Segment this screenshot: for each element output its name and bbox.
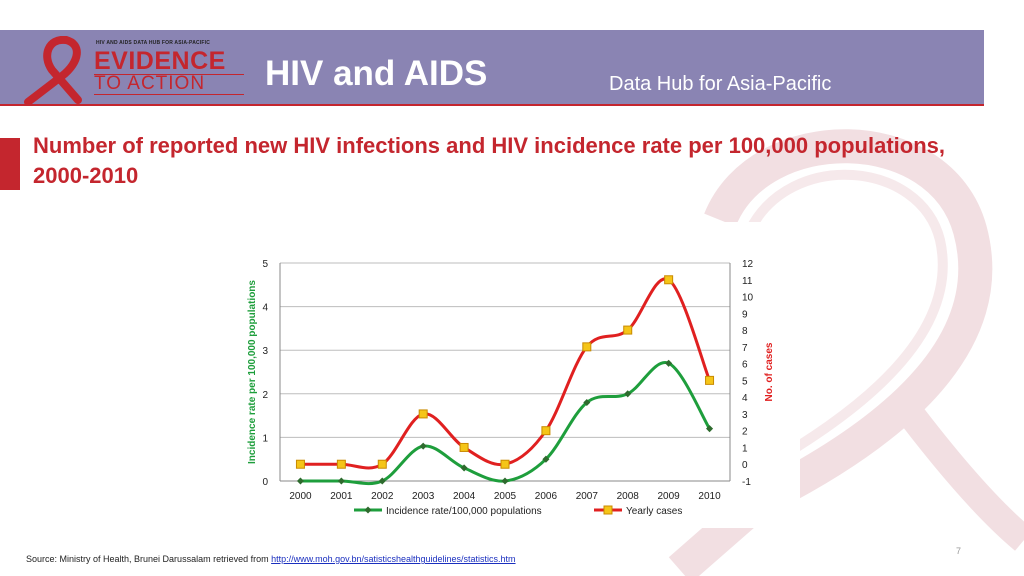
x-tick-label: 2005 <box>494 491 517 502</box>
yearly-cases-point <box>705 375 715 385</box>
y-right-tick-label: 11 <box>742 276 753 287</box>
y-right-axis-title: No. of cases <box>764 342 775 401</box>
yearly-cases-point <box>664 275 674 285</box>
incidence-rate-point <box>337 477 345 485</box>
chart-panel: 0 1 2 3 4 5 -1 0 1 2 3 4 5 6 7 8 9 10 11 12 2000 2001 2002 2003… <box>232 222 800 528</box>
source-link[interactable]: http://www.moh.gov.bn/satisticshealthgui… <box>271 554 516 564</box>
y-right-tick-label: 6 <box>742 360 748 371</box>
legend-incidence-rate-marker <box>364 506 372 514</box>
y-right-tick-label: 12 <box>742 259 754 270</box>
x-tick-label: 2008 <box>617 491 640 502</box>
yearly-cases-point <box>459 442 469 452</box>
logo-action-text: TO ACTION <box>94 73 206 94</box>
x-tick-label: 2010 <box>698 491 721 502</box>
y-right-tick-label: 0 <box>742 460 748 471</box>
app-title: HIV and AIDS <box>265 54 488 93</box>
y-right-tick-label: 9 <box>742 309 748 320</box>
incidence-rate-point <box>583 398 591 407</box>
legend-yearly-cases-label: Yearly cases <box>626 506 682 517</box>
y-tick-label: 5 <box>262 259 268 270</box>
incidence-rate-point <box>501 477 509 485</box>
x-tick-label: 2003 <box>412 491 435 502</box>
yearly-cases-point <box>377 459 387 469</box>
y-axis-title: Incidence rate per 100,000 populations <box>247 280 258 464</box>
x-tick-label: 2009 <box>658 491 681 502</box>
source-prefix: Source: Ministry of Health, Brunei Darus… <box>26 554 272 564</box>
yearly-cases-point <box>418 409 428 419</box>
slide-title: Number of reported new HIV infections an… <box>33 133 945 188</box>
y-tick-label: 1 <box>262 433 268 444</box>
x-tick-label: 2007 <box>576 491 599 502</box>
logo-evidence-text: EVIDENCE <box>94 47 226 75</box>
x-tick-label: 2002 <box>371 491 394 502</box>
logo-small-text: HIV AND AIDS DATA HUB FOR ASIA-PACIFIC <box>96 40 211 46</box>
y-tick-label: 2 <box>262 390 268 401</box>
source-note: Source: Ministry of Health, Brunei Darus… <box>26 554 516 564</box>
incidence-rate-point <box>665 359 673 367</box>
y-right-tick-label: 8 <box>742 326 748 337</box>
yearly-cases-point <box>623 325 633 335</box>
yearly-cases-line <box>300 277 711 470</box>
red-ribbon-icon <box>24 36 82 104</box>
incidence-rate-point <box>460 464 468 472</box>
y-tick-label: 0 <box>262 477 268 488</box>
y-right-tick-label: 4 <box>742 393 748 404</box>
header-bar: HIV AND AIDS DATA HUB FOR ASIA-PACIFIC E… <box>0 30 984 106</box>
page-number: 7 <box>956 546 962 556</box>
y-right-tick-label: 1 <box>742 443 748 454</box>
title-accent-bar <box>0 138 20 190</box>
incidence-rate-point <box>378 477 386 485</box>
y-right-tick-label: 3 <box>742 410 748 421</box>
incidence-rate-point <box>296 477 304 485</box>
legend-incidence-rate-label: Incidence rate/100,000 populations <box>386 506 542 517</box>
y-right-tick-label: -1 <box>742 477 751 488</box>
y-right-tick-label: 5 <box>742 376 748 387</box>
logo-divider-bottom <box>94 94 244 95</box>
x-tick-label: 2004 <box>453 491 476 502</box>
legend-yearly-cases-marker <box>603 505 613 515</box>
x-tick-label: 2006 <box>535 491 558 502</box>
incidence-rate-point <box>419 442 427 450</box>
yearly-cases-point <box>295 459 305 469</box>
y-right-tick-label: 2 <box>742 427 748 438</box>
yearly-cases-point <box>582 342 592 352</box>
y-right-tick-label: 7 <box>742 343 748 354</box>
x-tick-label: 2001 <box>330 491 353 502</box>
yearly-cases-point <box>336 459 346 469</box>
app-subtitle: Data Hub for Asia-Pacific <box>609 73 832 95</box>
y-right-tick-label: 10 <box>742 293 754 304</box>
footer: Source: Ministry of Health, Brunei Darus… <box>22 548 564 570</box>
yearly-cases-point <box>500 459 510 469</box>
x-tick-label: 2000 <box>289 491 312 502</box>
yearly-cases-point <box>541 426 551 436</box>
y-tick-label: 3 <box>262 346 268 357</box>
y-tick-label: 4 <box>262 303 268 314</box>
background-ribbon-graphic <box>668 129 1024 576</box>
evidence-to-action-logo: HIV AND AIDS DATA HUB FOR ASIA-PACIFIC E… <box>14 36 244 104</box>
logo-divider <box>94 74 244 75</box>
